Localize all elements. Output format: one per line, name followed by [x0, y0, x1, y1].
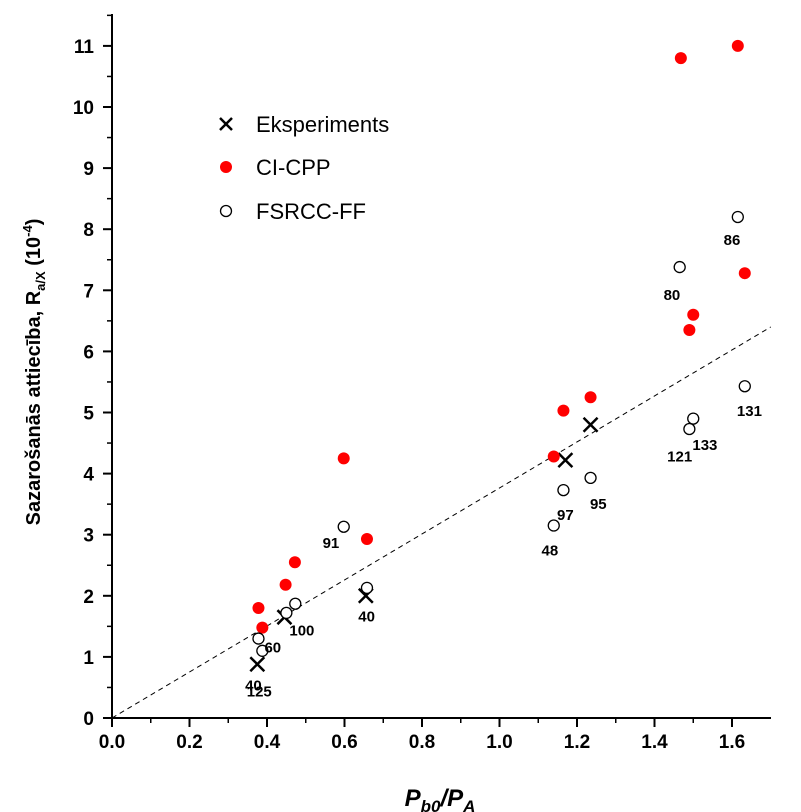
y-axis-title-sub: a/X — [33, 271, 48, 291]
point-fsrcc-ff — [256, 644, 269, 657]
y-tick-label: 2 — [83, 587, 94, 608]
point-fsrcc-ff — [289, 597, 302, 610]
x-tick-label: 0.8 — [409, 732, 435, 753]
point-eksperiments — [557, 452, 574, 469]
x-tick-label: 0.6 — [331, 732, 357, 753]
point-fsrcc-ff — [687, 412, 700, 425]
point-ci-cpp — [731, 39, 744, 52]
point-ci-cpp — [288, 556, 301, 569]
y-tick-label: 0 — [83, 709, 94, 730]
point-fsrcc-ff — [673, 260, 686, 274]
legend-label-fsrcc-ff: FSRCC-FF — [256, 199, 366, 224]
point-ci-cpp — [557, 404, 570, 417]
y-axis-title-unit-close: ) — [23, 219, 45, 226]
point-fsrcc-ff — [337, 520, 350, 533]
point-annotation: 60 — [264, 640, 281, 657]
point-ci-cpp — [687, 308, 700, 321]
point-ci-cpp — [256, 621, 269, 634]
point-annotation: 91 — [323, 535, 340, 552]
point-annotation: 86 — [724, 232, 741, 249]
trendline — [111, 326, 772, 719]
point-fsrcc-ff — [731, 210, 744, 224]
point-ci-cpp — [360, 532, 373, 545]
point-ci-cpp — [683, 324, 696, 337]
point-annotation: 131 — [737, 403, 762, 420]
y-tick-label: 10 — [73, 98, 94, 119]
point-fsrcc-ff — [683, 422, 696, 436]
legend-label-ci-cpp: CI-CPP — [256, 155, 331, 180]
point-ci-cpp — [252, 602, 265, 615]
x-tick-label: 0.4 — [254, 732, 281, 753]
y-axis-title-unit-open: (10 — [23, 237, 45, 271]
point-ci-cpp — [738, 267, 751, 280]
y-tick-label: 8 — [83, 220, 94, 241]
legend: Eksperiments CI-CPP FSRCC-FF — [150, 99, 468, 235]
x-tick-label: 0.0 — [99, 732, 125, 753]
point-fsrcc-ff — [280, 606, 293, 620]
point-ci-cpp — [674, 52, 687, 65]
point-annotation: 133 — [692, 437, 717, 454]
legend-box — [150, 99, 468, 235]
legend-marker-ci-cpp — [220, 161, 232, 173]
point-eksperiments — [249, 656, 266, 673]
x-tick-label: 1.0 — [486, 732, 512, 753]
point-annotation: 125 — [247, 684, 272, 701]
x-tick-label: 0.2 — [176, 732, 202, 753]
y-axis-title-main: Sazarošanās attiecība, R — [23, 290, 45, 525]
legend-marker-eksperiments — [219, 117, 233, 131]
point-annotation: 40 — [358, 608, 375, 625]
point-eksperiments — [582, 416, 599, 433]
point-ci-cpp — [547, 450, 560, 463]
point-fsrcc-ff — [252, 632, 265, 645]
y-tick-label: 5 — [83, 404, 94, 425]
point-fsrcc-ff — [584, 471, 597, 485]
y-tick-label: 6 — [83, 342, 94, 363]
x-axis-title-main: P — [405, 785, 422, 812]
y-tick-label: 1 — [83, 648, 94, 669]
x-axis-title: Pb0/PA — [405, 785, 476, 812]
x-tick-label: 1.4 — [641, 732, 668, 753]
point-ci-cpp — [337, 452, 350, 465]
x-tick-label: 1.6 — [719, 732, 745, 753]
point-fsrcc-ff — [738, 380, 751, 393]
point-annotation: 40 — [245, 678, 262, 695]
x-axis-title-sub2: A — [462, 797, 475, 812]
y-tick-label: 9 — [83, 159, 94, 180]
point-ci-cpp — [279, 578, 292, 591]
point-eksperiments-stroke — [249, 656, 266, 673]
point-annotation: 97 — [557, 507, 574, 524]
y-tick-label: 3 — [83, 526, 94, 547]
y-axis-title: Sazarošanās attiecība, Ra/X (10-4) — [20, 219, 48, 526]
point-annotation: 121 — [667, 448, 692, 465]
x-axis-title-sub1: b0 — [421, 797, 441, 812]
point-eksperiments-stroke — [582, 416, 599, 433]
x-tick-label: 1.2 — [564, 732, 590, 753]
point-fsrcc-ff — [547, 519, 560, 532]
point-fsrcc-ff — [360, 581, 374, 595]
x-axis-title-sep: /P — [439, 785, 464, 812]
point-eksperiments-stroke — [557, 452, 574, 469]
point-ci-cpp — [584, 391, 597, 404]
y-tick-label: 11 — [74, 37, 95, 58]
legend-marker-fsrcc-ff — [219, 204, 233, 218]
y-tick-label: 4 — [83, 465, 94, 486]
y-axis-title-exp: -4 — [20, 225, 35, 237]
point-annotation: 95 — [590, 496, 607, 513]
y-tick-label: 7 — [83, 281, 94, 302]
legend-label-eksperiments: Eksperiments — [256, 112, 389, 137]
point-annotation: 80 — [664, 287, 681, 304]
point-annotation: 100 — [289, 623, 314, 640]
point-fsrcc-ff — [557, 483, 570, 497]
point-annotation: 48 — [542, 542, 559, 559]
